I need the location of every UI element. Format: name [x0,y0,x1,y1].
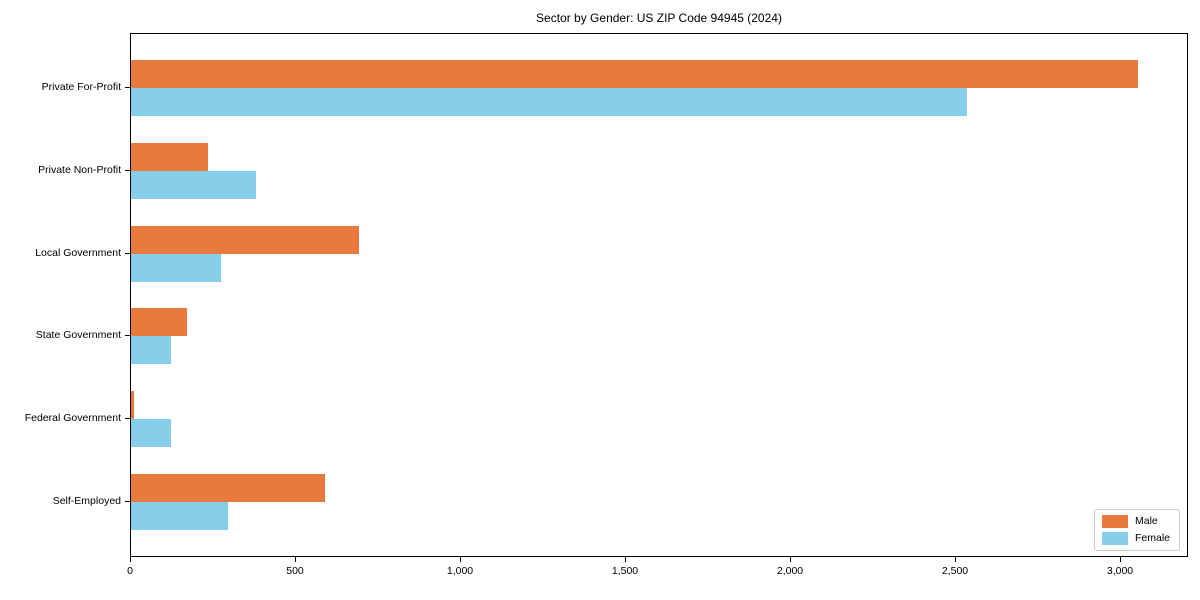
x-tick-label: 0 [127,565,133,577]
bar-male-2 [131,226,359,254]
x-tick-label: 1,500 [611,565,639,577]
x-tick-mark [460,557,461,562]
legend-swatch-female [1101,532,1128,545]
legend-item-male: Male [1101,515,1170,528]
y-tick-mark [125,87,130,88]
bar-male-3 [131,308,187,336]
x-tick-label: 500 [286,565,304,577]
y-tick-label: Private For-Profit [41,81,121,93]
x-tick-label: 2,000 [776,565,804,577]
legend-label-female: Female [1134,532,1170,544]
bar-male-5 [131,474,325,502]
legend-swatch-male [1101,515,1128,528]
y-tick-mark [125,418,130,419]
bar-female-2 [131,254,221,282]
plot-area: Male Female [130,33,1188,557]
y-tick-label: Local Government [35,247,121,259]
bar-male-4 [131,391,134,419]
y-tick-mark [125,253,130,254]
y-tick-mark [125,501,130,502]
bar-male-0 [131,60,1138,88]
y-tick-label: Federal Government [24,412,121,424]
x-tick-mark [295,557,296,562]
legend-label-male: Male [1134,515,1158,527]
x-tick-mark [625,557,626,562]
x-tick-mark [130,557,131,562]
x-tick-label: 3,000 [1106,565,1134,577]
x-tick-label: 1,000 [446,565,474,577]
bar-female-1 [131,171,256,199]
chart-title: Sector by Gender: US ZIP Code 94945 (202… [536,11,782,25]
x-tick-label: 2,500 [941,565,969,577]
bar-female-3 [131,336,171,364]
bar-male-1 [131,143,208,171]
bar-female-5 [131,502,228,530]
x-tick-mark [790,557,791,562]
y-tick-label: State Government [35,329,121,341]
y-tick-label: Private Non-Profit [38,164,121,176]
y-tick-mark [125,335,130,336]
bar-female-0 [131,88,967,116]
legend-item-female: Female [1101,532,1170,545]
y-tick-mark [125,170,130,171]
bar-female-4 [131,419,171,447]
x-tick-mark [1120,557,1121,562]
x-tick-mark [955,557,956,562]
legend: Male Female [1093,509,1180,551]
y-tick-label: Self-Employed [52,495,121,507]
